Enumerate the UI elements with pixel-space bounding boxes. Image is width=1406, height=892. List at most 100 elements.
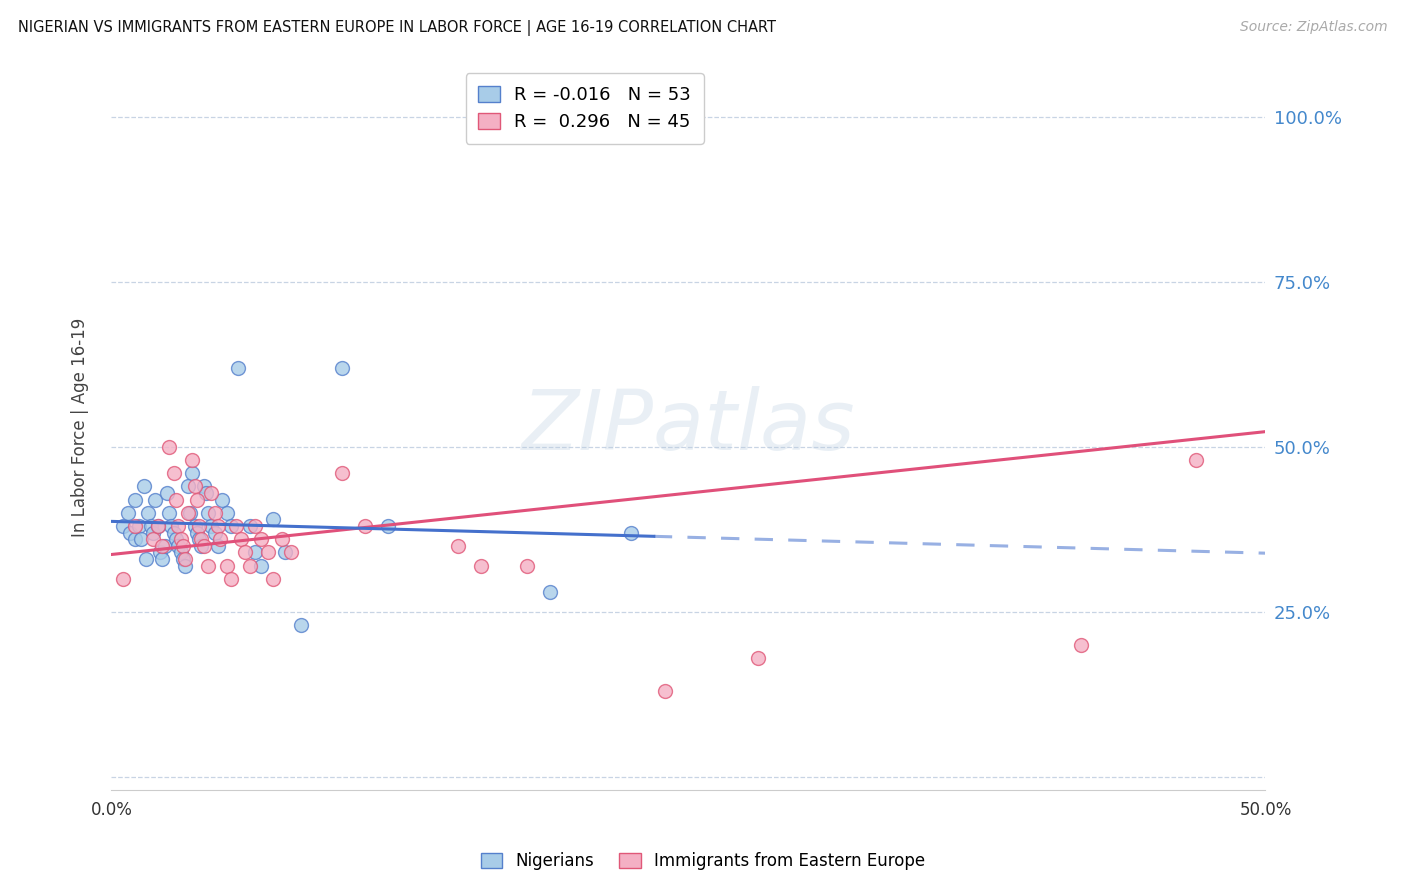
- Point: [186, 525, 208, 540]
- Legend: R = -0.016   N = 53, R =  0.296   N = 45: R = -0.016 N = 53, R = 0.296 N = 45: [465, 73, 703, 144]
- Point: [221, 572, 243, 586]
- Point: [160, 519, 183, 533]
- Point: [207, 539, 229, 553]
- Point: [271, 532, 294, 546]
- Point: [1070, 638, 1092, 652]
- Point: [239, 519, 262, 533]
- Point: [181, 453, 204, 467]
- Point: [243, 519, 266, 533]
- Point: [193, 539, 215, 553]
- Point: [273, 545, 295, 559]
- Point: [211, 492, 233, 507]
- Point: [330, 360, 353, 375]
- Point: [229, 532, 252, 546]
- Point: [124, 532, 146, 546]
- Point: [172, 539, 194, 553]
- Point: [330, 466, 353, 480]
- Point: [183, 479, 205, 493]
- Point: [167, 539, 190, 553]
- Point: [1185, 453, 1208, 467]
- Point: [135, 552, 157, 566]
- Point: [174, 552, 197, 566]
- Point: [143, 492, 166, 507]
- Point: [193, 479, 215, 493]
- Point: [188, 532, 211, 546]
- Point: [146, 519, 169, 533]
- Point: [156, 486, 179, 500]
- Point: [170, 545, 193, 559]
- Text: ZIPatlas: ZIPatlas: [522, 386, 855, 467]
- Point: [150, 539, 173, 553]
- Point: [447, 539, 470, 553]
- Point: [176, 506, 198, 520]
- Point: [165, 532, 187, 546]
- Point: [118, 525, 141, 540]
- Point: [239, 558, 262, 573]
- Point: [139, 519, 162, 533]
- Point: [179, 506, 201, 520]
- Point: [233, 545, 256, 559]
- Point: [250, 558, 273, 573]
- Point: [262, 512, 284, 526]
- Point: [225, 519, 247, 533]
- Point: [188, 519, 211, 533]
- Point: [167, 519, 190, 533]
- Point: [243, 545, 266, 559]
- Point: [204, 506, 226, 520]
- Point: [153, 539, 176, 553]
- Point: [170, 532, 193, 546]
- Point: [131, 532, 153, 546]
- Point: [538, 585, 561, 599]
- Point: [181, 466, 204, 480]
- Point: [516, 558, 538, 573]
- Legend: Nigerians, Immigrants from Eastern Europe: Nigerians, Immigrants from Eastern Europ…: [474, 846, 932, 877]
- Point: [149, 545, 172, 559]
- Point: [262, 572, 284, 586]
- Point: [200, 519, 222, 533]
- Point: [165, 492, 187, 507]
- Point: [186, 492, 208, 507]
- Point: [250, 532, 273, 546]
- Point: [195, 486, 218, 500]
- Point: [221, 519, 243, 533]
- Point: [172, 552, 194, 566]
- Point: [124, 519, 146, 533]
- Point: [204, 525, 226, 540]
- Point: [176, 479, 198, 493]
- Point: [157, 506, 180, 520]
- Point: [197, 558, 219, 573]
- Point: [117, 506, 139, 520]
- Point: [207, 519, 229, 533]
- Point: [163, 525, 186, 540]
- Point: [142, 525, 165, 540]
- Point: [354, 519, 377, 533]
- Point: [190, 532, 212, 546]
- Point: [124, 492, 146, 507]
- Point: [280, 545, 302, 559]
- Point: [620, 525, 643, 540]
- Point: [190, 539, 212, 553]
- Point: [215, 558, 238, 573]
- Point: [197, 506, 219, 520]
- Point: [290, 618, 312, 632]
- Point: [257, 545, 280, 559]
- Text: Source: ZipAtlas.com: Source: ZipAtlas.com: [1240, 20, 1388, 34]
- Point: [470, 558, 492, 573]
- Point: [747, 651, 769, 665]
- Point: [377, 519, 399, 533]
- Point: [111, 572, 134, 586]
- Point: [111, 519, 134, 533]
- Text: NIGERIAN VS IMMIGRANTS FROM EASTERN EUROPE IN LABOR FORCE | AGE 16-19 CORRELATIO: NIGERIAN VS IMMIGRANTS FROM EASTERN EURO…: [18, 20, 776, 36]
- Point: [138, 506, 160, 520]
- Point: [132, 479, 155, 493]
- Point: [208, 532, 231, 546]
- Point: [654, 684, 676, 698]
- Point: [228, 360, 250, 375]
- Point: [163, 466, 186, 480]
- Y-axis label: In Labor Force | Age 16-19: In Labor Force | Age 16-19: [72, 318, 89, 537]
- Point: [174, 558, 197, 573]
- Point: [200, 486, 222, 500]
- Point: [128, 519, 150, 533]
- Point: [150, 552, 173, 566]
- Point: [183, 519, 205, 533]
